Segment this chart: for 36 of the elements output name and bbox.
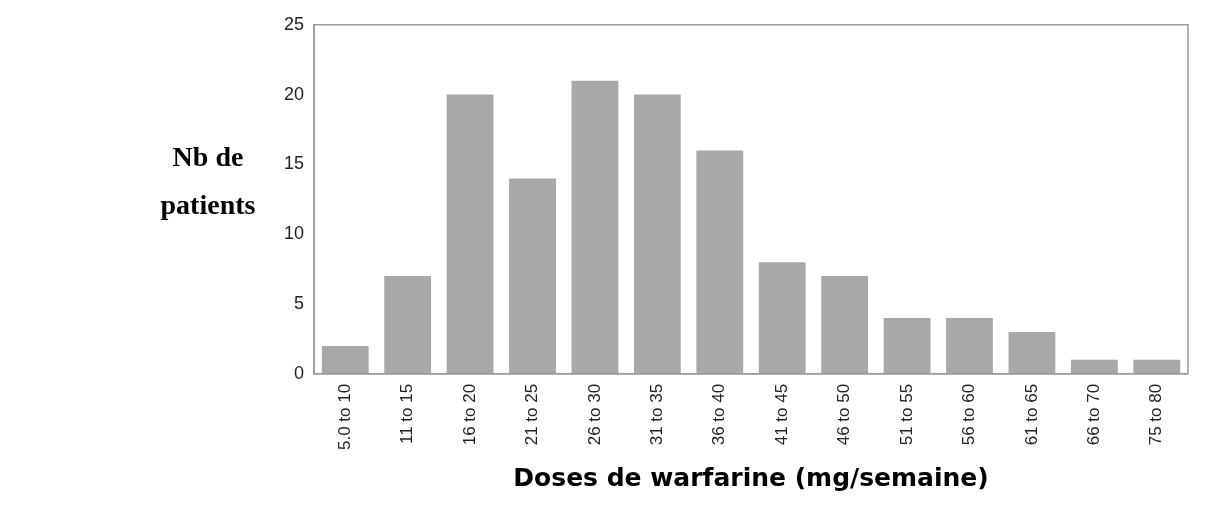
x-axis-title: Doses de warfarine (mg/semaine) xyxy=(513,462,989,492)
bar xyxy=(509,178,556,374)
x-tick-label: 75 to 80 xyxy=(1146,383,1166,446)
bar xyxy=(633,94,681,374)
bar xyxy=(1008,331,1056,374)
bar xyxy=(883,317,931,374)
bar xyxy=(446,94,494,374)
x-tick-label: 5.0 to 10 xyxy=(334,383,354,451)
y-tick-label: 25 xyxy=(283,13,305,34)
bar xyxy=(758,262,806,374)
bar xyxy=(571,80,619,374)
y-axis-title: Nb de patients xyxy=(159,140,257,222)
y-tick-label: 15 xyxy=(283,153,305,174)
x-tick-label: 31 to 35 xyxy=(647,383,667,446)
x-tick-label: 21 to 25 xyxy=(522,383,542,446)
x-tick-label: 61 to 65 xyxy=(1021,383,1041,446)
y-tick-label: 10 xyxy=(283,223,305,244)
x-tick-label: 66 to 70 xyxy=(1084,383,1104,446)
x-tick-label: 11 to 15 xyxy=(397,383,417,445)
x-tick-label: 56 to 60 xyxy=(959,383,979,446)
y-tick-label: 5 xyxy=(294,293,305,313)
y-tick-label: 0 xyxy=(294,362,305,383)
bar xyxy=(821,276,869,374)
x-tick-label: 26 to 30 xyxy=(584,383,604,446)
x-tick-label: 46 to 50 xyxy=(834,383,854,446)
x-tick-label: 36 to 40 xyxy=(709,383,729,446)
bar xyxy=(321,345,369,374)
bar xyxy=(384,276,432,374)
x-tick-label: 16 to 20 xyxy=(459,383,479,446)
bar xyxy=(946,317,993,374)
x-tick-label: 51 to 55 xyxy=(896,383,916,446)
bar xyxy=(1070,359,1118,374)
x-tick-label: 41 to 45 xyxy=(771,383,791,446)
bar xyxy=(1133,359,1181,374)
y-tick-label: 20 xyxy=(283,83,305,104)
bar xyxy=(696,150,744,374)
